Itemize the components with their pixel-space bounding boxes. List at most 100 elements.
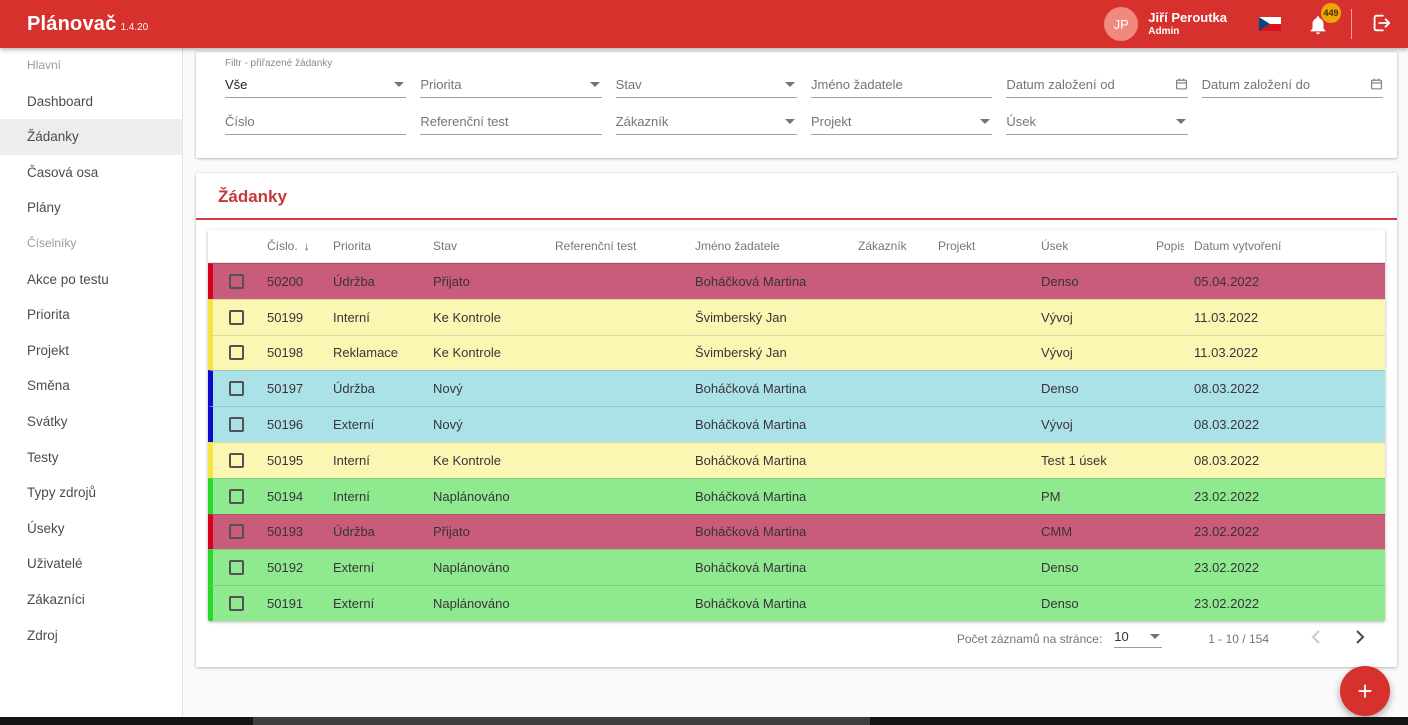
sidebar-item-dashboard[interactable]: Dashboard: [27, 93, 94, 109]
filter-field-placeholder: Referenční test: [420, 113, 509, 129]
cell-stav: Naplánováno: [433, 560, 510, 576]
logout-button[interactable]: [1366, 8, 1396, 41]
table-row[interactable]: 50198 Reklamace Ke Kontrole Švimberský Jan V…: [208, 334, 1385, 371]
sidebar-item-plany[interactable]: Plány: [27, 200, 61, 216]
table-row[interactable]: 50200 Údržba Přijato Boháčková Martina Denso…: [208, 263, 1385, 299]
row-checkbox[interactable]: [229, 309, 244, 325]
sidebar-item-testy[interactable]: Testy: [27, 449, 59, 465]
cell-jmeno: Boháčková Martina: [695, 596, 807, 612]
sidebar-item-useky[interactable]: Úseky: [27, 520, 65, 536]
column-header-jmeno-zadatele[interactable]: Jméno žadatele: [695, 239, 780, 253]
checkbox-cell: [213, 452, 257, 468]
filter-field-placeholder: Úsek: [1006, 113, 1036, 129]
table-row[interactable]: 50199 Interní Ke Kontrole Švimberský Jan Výv…: [208, 298, 1385, 335]
filter-field-zakaznik[interactable]: Zákazník: [615, 108, 797, 135]
prev-page-button[interactable]: [1309, 628, 1323, 649]
filter-field-priorita[interactable]: Priorita: [420, 58, 602, 98]
sidebar-item-casova-osa[interactable]: Časová osa: [27, 164, 99, 180]
sidebar-item-svatky[interactable]: Svátky: [27, 413, 68, 429]
cell-priorita: Interní: [333, 452, 370, 468]
filter-field-jmeno-zadatele[interactable]: Jméno žadatele: [810, 58, 993, 98]
cell-usek: Denso: [1041, 381, 1079, 397]
table-row[interactable]: 50196 Externí Nový Boháčková Martina Vývoj 08…: [208, 406, 1385, 442]
app-title: Plánovač 1.4.20: [27, 13, 148, 36]
filter-field-label: Filtr - přiřazené žádanky: [225, 58, 333, 69]
filter-field-datum-zalozeni-od[interactable]: Datum založení od: [1006, 58, 1188, 98]
column-header-usek[interactable]: Úsek: [1041, 239, 1069, 253]
row-checkbox[interactable]: [229, 417, 244, 433]
dropdown-icon: [1175, 118, 1186, 129]
row-checkbox[interactable]: [229, 273, 244, 289]
cell-priorita: Reklamace: [333, 345, 399, 361]
column-header-stav[interactable]: Stav: [433, 239, 458, 253]
table-row[interactable]: 50194 Interní Naplánováno Boháčková Martina…: [208, 477, 1385, 514]
sidebar-item-projekt[interactable]: Projekt: [27, 342, 70, 358]
cell-jmeno: Boháčková Martina: [695, 524, 807, 540]
table-row[interactable]: 50193 Údržba Přijato Boháčková Martina CMM 23…: [208, 513, 1385, 550]
notifications-button[interactable]: 449: [1303, 3, 1341, 41]
page-size-select[interactable]: 10: [1114, 629, 1163, 648]
cell-usek: Vývoj: [1041, 309, 1073, 325]
row-checkbox[interactable]: [229, 345, 244, 361]
filter-field-usek[interactable]: Úsek: [1006, 108, 1188, 135]
sidebar-item-zdroj[interactable]: Zdroj: [27, 627, 58, 643]
row-checkbox[interactable]: [229, 596, 244, 612]
sidebar-item-uzivatele[interactable]: Uživatelé: [27, 556, 83, 572]
checkbox-cell: [213, 309, 257, 325]
cell-stav: Přijato: [433, 524, 470, 540]
row-checkbox[interactable]: [229, 560, 244, 576]
cell-stav: Ke Kontrole: [433, 452, 501, 468]
cell-datum: 23.02.2022: [1194, 488, 1260, 504]
table-row[interactable]: 50191 Externí Naplánováno Boháčková Martina…: [208, 585, 1385, 621]
column-header-datum-vytvoreni[interactable]: Datum vytvoření: [1194, 239, 1282, 253]
column-header-referencni-test[interactable]: Referenční test: [555, 239, 637, 253]
cell-cislo: 50196: [267, 417, 304, 433]
row-checkbox[interactable]: [229, 524, 244, 540]
avatar[interactable]: JP: [1104, 7, 1139, 41]
cell-stav: Přijato: [433, 273, 470, 289]
filter-field-stav[interactable]: Stav: [615, 58, 797, 98]
table-header-row: Číslo. ↓ Priorita Stav Referenční test Jméno …: [208, 230, 1385, 263]
chevron-right-icon: [1355, 630, 1365, 647]
row-checkbox[interactable]: [229, 452, 244, 468]
row-checkbox[interactable]: [229, 488, 244, 504]
sidebar-item-zadanky[interactable]: Žádanky: [0, 119, 182, 155]
column-header-cislo[interactable]: Číslo. ↓: [267, 239, 310, 253]
cell-cislo: 50194: [267, 488, 304, 504]
sidebar-item-priorita[interactable]: Priorita: [27, 307, 70, 323]
filter-field-projekt[interactable]: Projekt: [810, 108, 993, 135]
filter-field-placeholder: Datum založení do: [1201, 76, 1311, 92]
window-bottom-bar: [0, 717, 1408, 725]
calendar-icon: [1370, 77, 1383, 91]
column-header-zakaznik[interactable]: Zákazník: [858, 239, 907, 253]
column-header-popis[interactable]: Popis: [1156, 239, 1184, 253]
filter-field-filtr-prirazene-zadanky[interactable]: Filtr - přiřazené žádanky Vše: [225, 58, 407, 98]
dropdown-icon: [784, 118, 795, 129]
next-page-button[interactable]: [1353, 628, 1367, 649]
scrollbar-thumb[interactable]: [253, 717, 870, 725]
czech-flag-icon[interactable]: [1259, 17, 1281, 31]
cell-datum: 11.03.2022: [1194, 309, 1259, 325]
add-request-fab[interactable]: +: [1340, 666, 1390, 716]
cell-jmeno: Boháčková Martina: [695, 381, 807, 397]
filter-field-referencni-test[interactable]: Referenční test: [420, 108, 602, 135]
cell-cislo: 50200: [267, 273, 304, 289]
filter-field-datum-zalozeni-do[interactable]: Datum založení do: [1201, 58, 1383, 98]
sidebar-item-typy-zdroju[interactable]: Typy zdrojů: [27, 485, 97, 501]
table-row[interactable]: 50195 Interní Ke Kontrole Boháčková Martina…: [208, 441, 1385, 478]
plus-icon: +: [1357, 676, 1373, 706]
filter-field-placeholder: Projekt: [810, 113, 852, 129]
sidebar-item-akce-po-testu[interactable]: Akce po testu: [27, 271, 109, 287]
sidebar-item-zakaznici[interactable]: Zákazníci: [27, 591, 85, 607]
table-row[interactable]: 50192 Externí Naplánováno Boháčková Martina…: [208, 549, 1385, 586]
cell-cislo: 50197: [267, 381, 304, 397]
cell-cislo: 50193: [267, 524, 304, 540]
sort-desc-icon: ↓: [303, 239, 310, 253]
sidebar-item-smena[interactable]: Směna: [27, 378, 70, 394]
table-row[interactable]: 50197 Údržba Nový Boháčková Martina Denso 08.…: [208, 370, 1385, 407]
column-header-priorita[interactable]: Priorita: [333, 239, 372, 253]
column-header-projekt[interactable]: Projekt: [938, 239, 976, 253]
filter-field-cislo[interactable]: Číslo: [225, 108, 407, 135]
row-checkbox[interactable]: [229, 381, 244, 397]
appbar-divider: [1351, 9, 1352, 39]
